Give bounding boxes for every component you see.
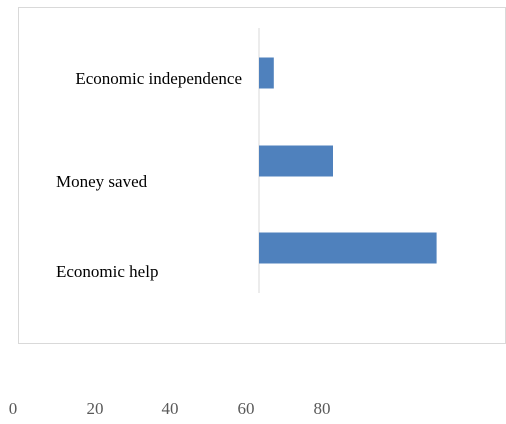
bar-economic-help [259,233,437,264]
category-labels: Economic help Money saved Economic indepen… [56,69,242,281]
category-label-economic-independence: Economic independence [75,69,242,88]
tick-label-0: 0 [9,399,18,418]
bar-economic-independence [259,58,274,89]
tick-label-20: 20 [87,399,104,418]
bar-series [259,58,437,264]
category-label-economic-help: Economic help [56,262,158,281]
tick-label-80: 80 [314,399,331,418]
tick-label-60: 60 [238,399,255,418]
bar-money-saved [259,146,333,177]
category-label-money-saved: Money saved [56,172,148,191]
value-axis-tick-labels: 0 20 40 60 80 [9,399,331,418]
tick-label-40: 40 [162,399,179,418]
